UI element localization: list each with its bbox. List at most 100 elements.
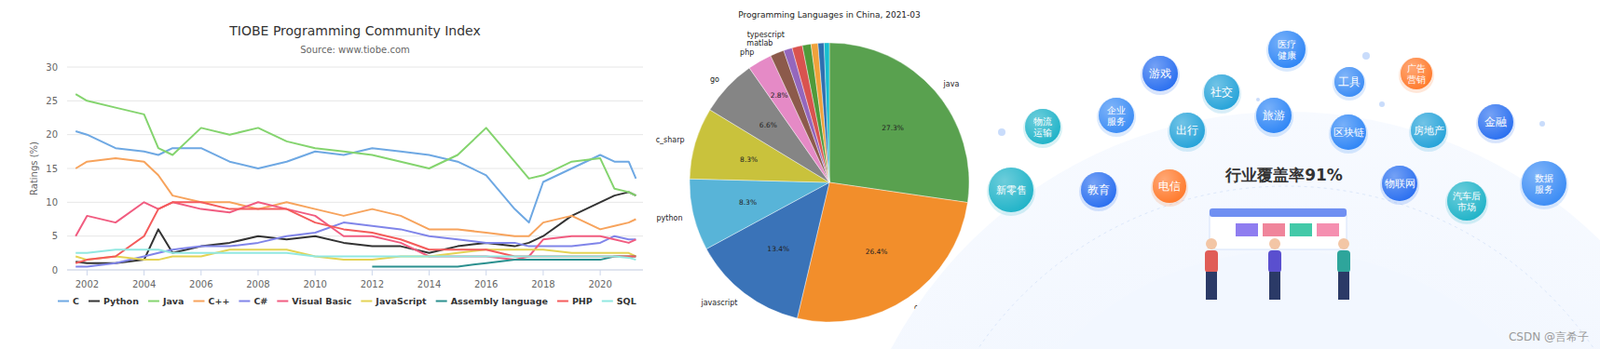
x-tick <box>371 270 373 276</box>
legend-label: C# <box>253 296 268 307</box>
bubble-shadow <box>1150 169 1189 207</box>
figure-body <box>1337 250 1351 274</box>
industry-label: 服务 <box>1534 184 1554 195</box>
industry-label: 旅游 <box>1262 109 1286 123</box>
industry-bubble <box>1098 97 1135 134</box>
industry-bubble <box>988 167 1034 213</box>
pie-slice <box>689 178 830 249</box>
x-tick-label: 2018 <box>531 279 555 290</box>
figure-legs <box>1269 272 1281 301</box>
industry-bubble <box>1330 114 1367 151</box>
x-tick <box>257 270 259 276</box>
y-tick-label: 15 <box>45 164 58 175</box>
industry-label: 房地产 <box>1413 124 1445 137</box>
industry-label: 物联网 <box>1384 177 1416 190</box>
decor-dot <box>1539 121 1546 127</box>
industry-label: 医疗 <box>1277 39 1297 50</box>
pie-value-label: 2.8% <box>770 91 789 100</box>
y-tick-label: 25 <box>45 95 58 107</box>
bubble-shine <box>1152 169 1187 204</box>
industry-label: 服务 <box>1107 116 1126 127</box>
bubble-shadow <box>1332 67 1367 101</box>
pie-value-label: 8.3% <box>739 155 758 165</box>
x-tick <box>200 270 202 276</box>
industry-label: 教育 <box>1087 183 1110 197</box>
bubble-shadow <box>1023 109 1063 149</box>
bubble-shadow <box>1079 172 1119 212</box>
pie-category-label: typescript <box>747 30 785 40</box>
bubble-shadow <box>1398 57 1435 94</box>
industry-label: 金融 <box>1484 115 1507 129</box>
decor-dot <box>1256 97 1260 102</box>
y-tick-label: 0 <box>52 265 58 276</box>
industry-label: 运输 <box>1033 127 1053 138</box>
grid-line <box>67 100 643 102</box>
industry-bubble <box>1410 112 1447 149</box>
legend-symbol <box>436 300 448 303</box>
chart-title: TIOBE Programming Community Index <box>228 23 480 39</box>
bubble-shine <box>1080 172 1117 208</box>
pie-value-label: 13.4% <box>766 245 790 254</box>
y-axis-label: Ratings (%) <box>28 141 40 196</box>
grid-line <box>67 270 643 272</box>
bubble-shadow <box>1096 97 1136 137</box>
series-group <box>75 94 636 267</box>
bubble-shine <box>1098 97 1135 134</box>
industry-bubble <box>1521 161 1567 206</box>
industry-label: 企业 <box>1107 105 1126 116</box>
grid-line <box>67 202 643 204</box>
pie-category-label: go <box>710 75 720 84</box>
watermark: CSDN @言希子 <box>1508 330 1589 344</box>
legend-symbol <box>238 300 250 303</box>
bubble-shine <box>1256 97 1292 134</box>
x-tick-label: 2016 <box>474 279 498 290</box>
pie-value-label: 27.3% <box>881 123 904 133</box>
industry-bubble <box>1025 109 1061 145</box>
x-tick <box>600 270 602 276</box>
bubble-shadow <box>1328 114 1368 154</box>
line-chart: TIOBE Programming Community IndexSource:… <box>28 23 643 307</box>
x-tick-label: 2020 <box>588 279 612 290</box>
board <box>1209 208 1347 250</box>
pie-slice <box>818 42 830 183</box>
bubble-shine <box>1334 67 1365 97</box>
x-tick <box>485 270 487 276</box>
pie-category-label: php <box>739 48 754 57</box>
x-tick-label: 2012 <box>360 279 384 290</box>
x-axis-line <box>67 270 643 272</box>
x-tick-label: 2008 <box>246 279 270 290</box>
industry-label: 工具 <box>1338 75 1361 89</box>
industry-bubble <box>1268 30 1306 69</box>
industry-label: 营销 <box>1407 74 1426 85</box>
industry-label: 新零售 <box>996 184 1027 196</box>
dome-inner <box>978 251 1594 349</box>
industry-bubble <box>1152 169 1187 204</box>
series-line <box>371 257 636 268</box>
series-line <box>75 94 636 196</box>
infographic-title: 行业覆盖率91% <box>1224 165 1343 185</box>
stage: TIOBE Programming Community IndexSource:… <box>0 0 1600 349</box>
bubble-shadow <box>1140 55 1180 96</box>
figure-head <box>1338 238 1350 250</box>
pie-slice <box>810 43 830 184</box>
y-tick-label: 5 <box>52 231 58 242</box>
bubble-shine <box>1381 165 1418 202</box>
industry-label: 广告 <box>1407 63 1426 74</box>
x-tick-label: 2002 <box>75 279 99 290</box>
bubble-shadow <box>1202 74 1242 114</box>
pie-value-label: 8.3% <box>738 198 757 207</box>
legend-symbol <box>557 300 569 303</box>
bubble-shine <box>1169 112 1205 149</box>
legend-symbol <box>148 300 160 303</box>
pie-slice <box>829 42 970 204</box>
decor-dot <box>1379 101 1385 108</box>
bubble-shine <box>1410 112 1447 149</box>
x-tick-label: 2004 <box>132 279 156 290</box>
x-tick <box>428 270 430 276</box>
industry-bubble <box>1381 165 1418 202</box>
x-tick-label: 2006 <box>189 279 213 290</box>
industry-label: 游戏 <box>1148 67 1172 81</box>
legend-symbol <box>88 300 100 303</box>
industry-label: 社交 <box>1210 85 1233 99</box>
board-cell <box>1235 223 1259 237</box>
